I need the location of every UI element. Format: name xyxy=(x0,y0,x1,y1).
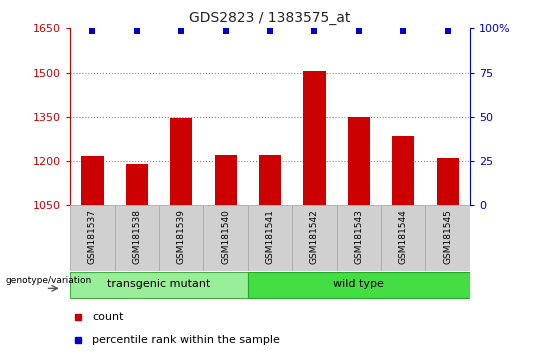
FancyBboxPatch shape xyxy=(114,205,159,271)
Text: percentile rank within the sample: percentile rank within the sample xyxy=(92,335,280,346)
Bar xyxy=(214,155,237,205)
FancyBboxPatch shape xyxy=(426,205,470,271)
Bar xyxy=(126,164,148,205)
Text: GSM181539: GSM181539 xyxy=(177,209,186,264)
FancyBboxPatch shape xyxy=(204,205,248,271)
Text: transgenic mutant: transgenic mutant xyxy=(107,279,211,290)
FancyBboxPatch shape xyxy=(70,272,248,298)
Bar xyxy=(392,136,414,205)
FancyBboxPatch shape xyxy=(248,205,292,271)
Text: GSM181543: GSM181543 xyxy=(354,209,363,264)
FancyBboxPatch shape xyxy=(336,205,381,271)
Text: GSM181541: GSM181541 xyxy=(266,209,274,264)
Title: GDS2823 / 1383575_at: GDS2823 / 1383575_at xyxy=(190,11,350,24)
FancyBboxPatch shape xyxy=(292,205,336,271)
FancyBboxPatch shape xyxy=(70,205,114,271)
Text: GSM181537: GSM181537 xyxy=(88,209,97,264)
Text: GSM181538: GSM181538 xyxy=(132,209,141,264)
Text: GSM181542: GSM181542 xyxy=(310,209,319,264)
FancyBboxPatch shape xyxy=(381,205,426,271)
Bar xyxy=(170,118,192,205)
Text: genotype/variation: genotype/variation xyxy=(5,276,92,285)
Text: wild type: wild type xyxy=(333,279,384,290)
Text: GSM181540: GSM181540 xyxy=(221,209,230,264)
Text: GSM181544: GSM181544 xyxy=(399,209,408,264)
Bar xyxy=(259,155,281,205)
FancyBboxPatch shape xyxy=(248,272,470,298)
Bar xyxy=(436,158,458,205)
Bar xyxy=(348,117,370,205)
Bar xyxy=(82,156,104,205)
Bar xyxy=(303,71,326,205)
Text: GSM181545: GSM181545 xyxy=(443,209,452,264)
Text: count: count xyxy=(92,312,124,322)
FancyBboxPatch shape xyxy=(159,205,204,271)
